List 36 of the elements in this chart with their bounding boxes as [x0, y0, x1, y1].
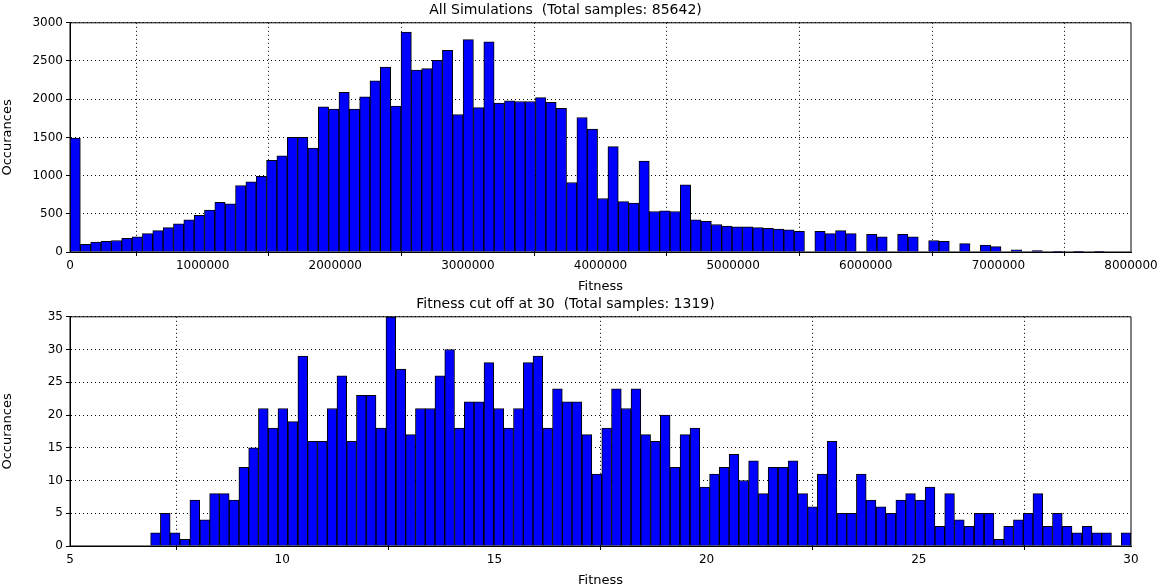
y-tick-label: 35: [47, 308, 63, 323]
x-axis-title: Fitness: [577, 571, 624, 587]
y-tick-label: 2500: [32, 53, 63, 68]
y-tick-label: 20: [47, 407, 63, 422]
x-tick-label: 4000000: [573, 258, 628, 273]
y-tick-label: 30: [47, 341, 63, 356]
chart-title: All Simulations (Total samples: 85642): [429, 1, 702, 18]
x-tick-label: 30: [1123, 552, 1139, 567]
y-axis-title: Occurances: [0, 393, 15, 470]
x-tick-label: 25: [911, 552, 927, 567]
x-tick-label: 5: [66, 552, 74, 567]
x-tick-label: 15: [486, 552, 503, 567]
y-tick-label: 0: [55, 244, 63, 259]
y-tick-label: 5: [55, 505, 63, 520]
x-tick-label: 20: [698, 552, 715, 567]
y-tick-label: 3000: [32, 14, 63, 29]
x-tick-label: 3000000: [441, 258, 495, 273]
y-tick-label: 25: [47, 374, 63, 389]
y-axis-title: Occurances: [0, 99, 15, 176]
x-tick-label: 0: [66, 258, 74, 273]
x-tick-label: 7000000: [971, 258, 1026, 273]
x-tick-label: 1000000: [175, 258, 230, 273]
y-tick-label: 2000: [32, 91, 63, 106]
y-tick-label: 15: [47, 439, 63, 454]
x-tick-label: 8000000: [1104, 258, 1158, 273]
y-tick-label: 1000: [32, 167, 63, 182]
chart-title: Fitness cut off at 30 (Total samples: 1319): [416, 295, 715, 312]
y-tick-label: 500: [40, 205, 63, 220]
x-axis-title: Fitness: [577, 277, 624, 293]
x-tick-label: 5000000: [706, 258, 760, 273]
y-tick-label: 10: [47, 472, 63, 487]
x-tick-label: 10: [274, 552, 290, 567]
x-tick-label: 2000000: [308, 258, 362, 273]
y-tick-label: 1500: [32, 129, 63, 144]
x-tick-label: 6000000: [839, 258, 893, 273]
y-tick-label: 0: [55, 538, 63, 553]
